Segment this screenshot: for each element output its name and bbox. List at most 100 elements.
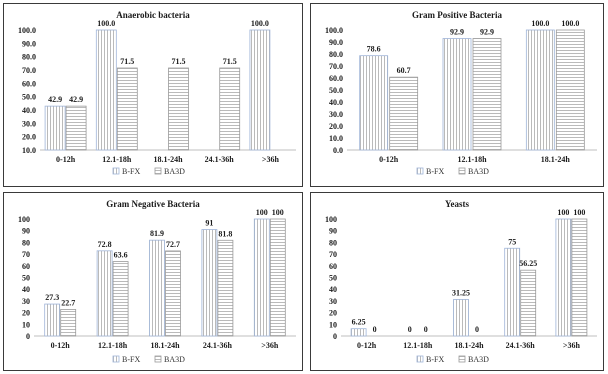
y-tick-label: 10 <box>329 320 337 329</box>
y-tick-label: 90 <box>22 227 30 236</box>
y-tick-label: 80.0 <box>329 50 343 59</box>
y-tick-label: 70.0 <box>22 66 36 75</box>
chart-title: Gram Positive Bacteria <box>412 10 502 20</box>
y-tick-label: 90.0 <box>329 38 343 47</box>
data-label: 75 <box>508 237 516 246</box>
data-label: 6.25 <box>352 318 366 327</box>
chart-panel-gram-negative-bacteria: Gram Negative Bacteria 0 10 20 30 40 50 60 70 80 9… <box>3 192 303 371</box>
bar-b-fx-4 <box>249 29 271 151</box>
legend-label: B-FX <box>122 355 140 364</box>
y-tick-label: 100 <box>18 215 30 224</box>
bar-ba3d-3 <box>217 239 234 337</box>
data-label: 71.5 <box>120 57 134 66</box>
legend-label: B-FX <box>122 167 140 176</box>
x-category-label: 18.1-24h <box>541 155 571 164</box>
legend: B-FX BA3D <box>112 355 185 364</box>
legend-label: BA3D <box>164 355 185 364</box>
x-category-label: 12.1-18h <box>457 155 487 164</box>
y-tick-label: 60 <box>329 262 337 271</box>
bar-ba3d-3 <box>520 269 537 337</box>
y-tick-label: 40 <box>22 285 30 294</box>
legend-label: BA3D <box>468 167 489 176</box>
x-category-label: 0-12h <box>357 341 377 350</box>
data-label: 31.25 <box>452 288 470 297</box>
data-label: 100.0 <box>251 19 269 28</box>
y-tick-label: 90 <box>329 227 337 236</box>
chart-svg-gram-negative-bacteria: Gram Negative Bacteria 0 10 20 30 40 50 60 70 80 9… <box>18 199 296 364</box>
data-label: 100 <box>573 208 585 217</box>
legend-swatch-b-fx <box>112 355 120 363</box>
x-category-label: 18.1-24h <box>153 155 183 164</box>
y-tick-label: 40.0 <box>22 106 36 115</box>
bar-b-fx-3 <box>504 247 521 337</box>
data-label: 78.6 <box>367 45 381 54</box>
data-label: 63.6 <box>114 251 128 260</box>
bar-ba3d-4 <box>571 218 588 337</box>
y-tick-label: 30.0 <box>329 110 343 119</box>
data-label: 42.9 <box>69 95 83 104</box>
data-label: 71.5 <box>223 57 237 66</box>
x-category-label: 18.1-24h <box>454 341 484 350</box>
x-category-label: 24.1-36h <box>205 155 235 164</box>
x-category-label: 24.1-36h <box>203 341 233 350</box>
chart-title: Gram Negative Bacteria <box>106 199 200 209</box>
bar-ba3d-4 <box>269 218 286 337</box>
x-category-label: 0-12h <box>379 155 399 164</box>
bar-b-fx-0 <box>44 303 61 337</box>
x-category-label: >36h <box>262 155 280 164</box>
data-label: 81.8 <box>218 229 232 238</box>
data-label: 72.7 <box>166 240 180 249</box>
data-label: 100 <box>256 208 268 217</box>
legend-swatch-ba3d <box>154 167 162 175</box>
bar-ba3d-2 <box>165 250 181 337</box>
y-tick-label: 0 <box>26 332 30 341</box>
legend-swatch-ba3d <box>458 167 466 175</box>
y-tick-label: 20 <box>22 309 30 318</box>
legend: B-FX BA3D <box>112 167 185 176</box>
data-label: 92.9 <box>450 28 464 37</box>
legend: B-FX BA3D <box>416 355 489 364</box>
y-tick-label: 50 <box>329 274 337 283</box>
bar-b-fx-0 <box>350 328 367 337</box>
legend-swatch-ba3d <box>458 355 466 363</box>
x-category-label: 18.1-24h <box>150 341 180 350</box>
y-tick-label: 90.0 <box>22 39 36 48</box>
chart-title: Yeasts <box>445 199 469 209</box>
x-category-label: 0-12h <box>56 155 76 164</box>
y-tick-label: 70 <box>329 250 337 259</box>
data-label: 100 <box>557 208 569 217</box>
y-tick-label: 100.0 <box>325 26 343 35</box>
y-tick-label: 60 <box>22 262 30 271</box>
data-label: 71.5 <box>172 57 186 66</box>
x-category-label: 0-12h <box>51 341 71 350</box>
y-tick-label: 20.0 <box>22 133 36 142</box>
bar-b-fx-1 <box>96 250 113 337</box>
x-category-label: 24.1-36h <box>506 341 536 350</box>
bar-ba3d-0 <box>389 76 419 151</box>
chart-panel-gram-positive-bacteria: Gram Positive Bacteria 0.0 10.0 20.0 30.0 40.… <box>310 3 604 187</box>
data-label: 0 <box>475 325 479 334</box>
legend-label: BA3D <box>468 355 489 364</box>
legend-swatch-b-fx <box>416 355 424 363</box>
chart-title: Anaerobic bacteria <box>116 10 190 20</box>
x-category-label: 12.1-18h <box>98 341 128 350</box>
legend-swatch-b-fx <box>416 167 424 175</box>
data-label: 27.3 <box>45 293 59 302</box>
y-tick-label: 50.0 <box>22 93 36 102</box>
y-tick-label: 70.0 <box>329 62 343 71</box>
data-label: 100.0 <box>561 19 579 28</box>
x-category-label: 12.1-18h <box>403 341 433 350</box>
legend-label: B-FX <box>426 167 444 176</box>
bar-b-fx-4 <box>253 218 270 337</box>
y-tick-label: 100 <box>325 215 337 224</box>
bar-b-fx-3 <box>201 229 218 337</box>
y-tick-label: 10.0 <box>22 146 36 155</box>
y-tick-label: 80 <box>329 238 337 247</box>
bar-b-fx-4 <box>555 218 572 337</box>
y-tick-label: 40 <box>329 285 337 294</box>
y-tick-label: 10.0 <box>329 134 343 143</box>
y-tick-label: 20.0 <box>329 122 343 131</box>
data-label: 0 <box>424 325 428 334</box>
bar-ba3d-1 <box>112 261 129 337</box>
bar-ba3d-0 <box>65 105 87 151</box>
